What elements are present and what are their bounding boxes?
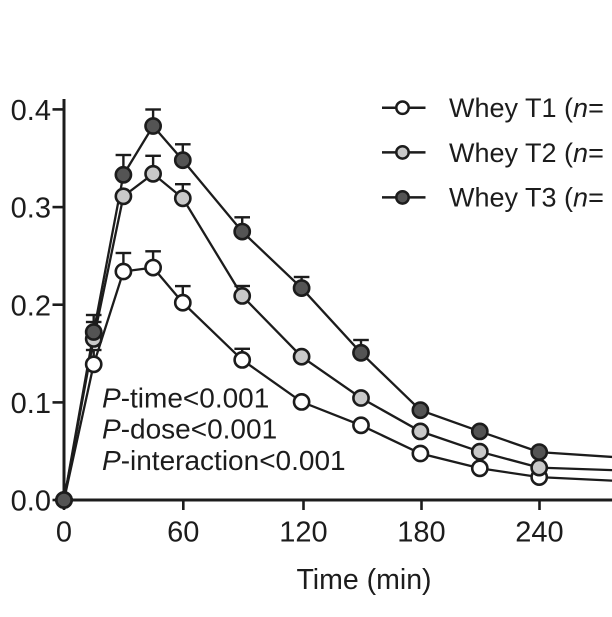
svg-text:0.2: 0.2 [11, 290, 51, 322]
svg-text:0.4: 0.4 [11, 95, 51, 127]
svg-text:P-interaction<0.001: P-interaction<0.001 [102, 445, 346, 476]
svg-text:Whey T3 (n=: Whey T3 (n= [449, 183, 604, 213]
svg-text:0.3: 0.3 [11, 193, 51, 225]
svg-text:0.0: 0.0 [11, 486, 51, 518]
svg-text:Whey T1 (n=: Whey T1 (n= [449, 93, 604, 123]
svg-text:60: 60 [167, 517, 199, 549]
svg-text:120: 120 [279, 517, 327, 549]
svg-text:0.1: 0.1 [11, 388, 51, 420]
svg-text:240: 240 [515, 517, 563, 549]
svg-text:0: 0 [56, 517, 72, 549]
svg-text:180: 180 [397, 517, 445, 549]
svg-text:P-dose<0.001: P-dose<0.001 [102, 414, 277, 445]
svg-text:P-time<0.001: P-time<0.001 [102, 383, 269, 414]
svg-text:Time (min): Time (min) [296, 564, 431, 596]
svg-text:Whey T2 (n=: Whey T2 (n= [449, 138, 604, 168]
